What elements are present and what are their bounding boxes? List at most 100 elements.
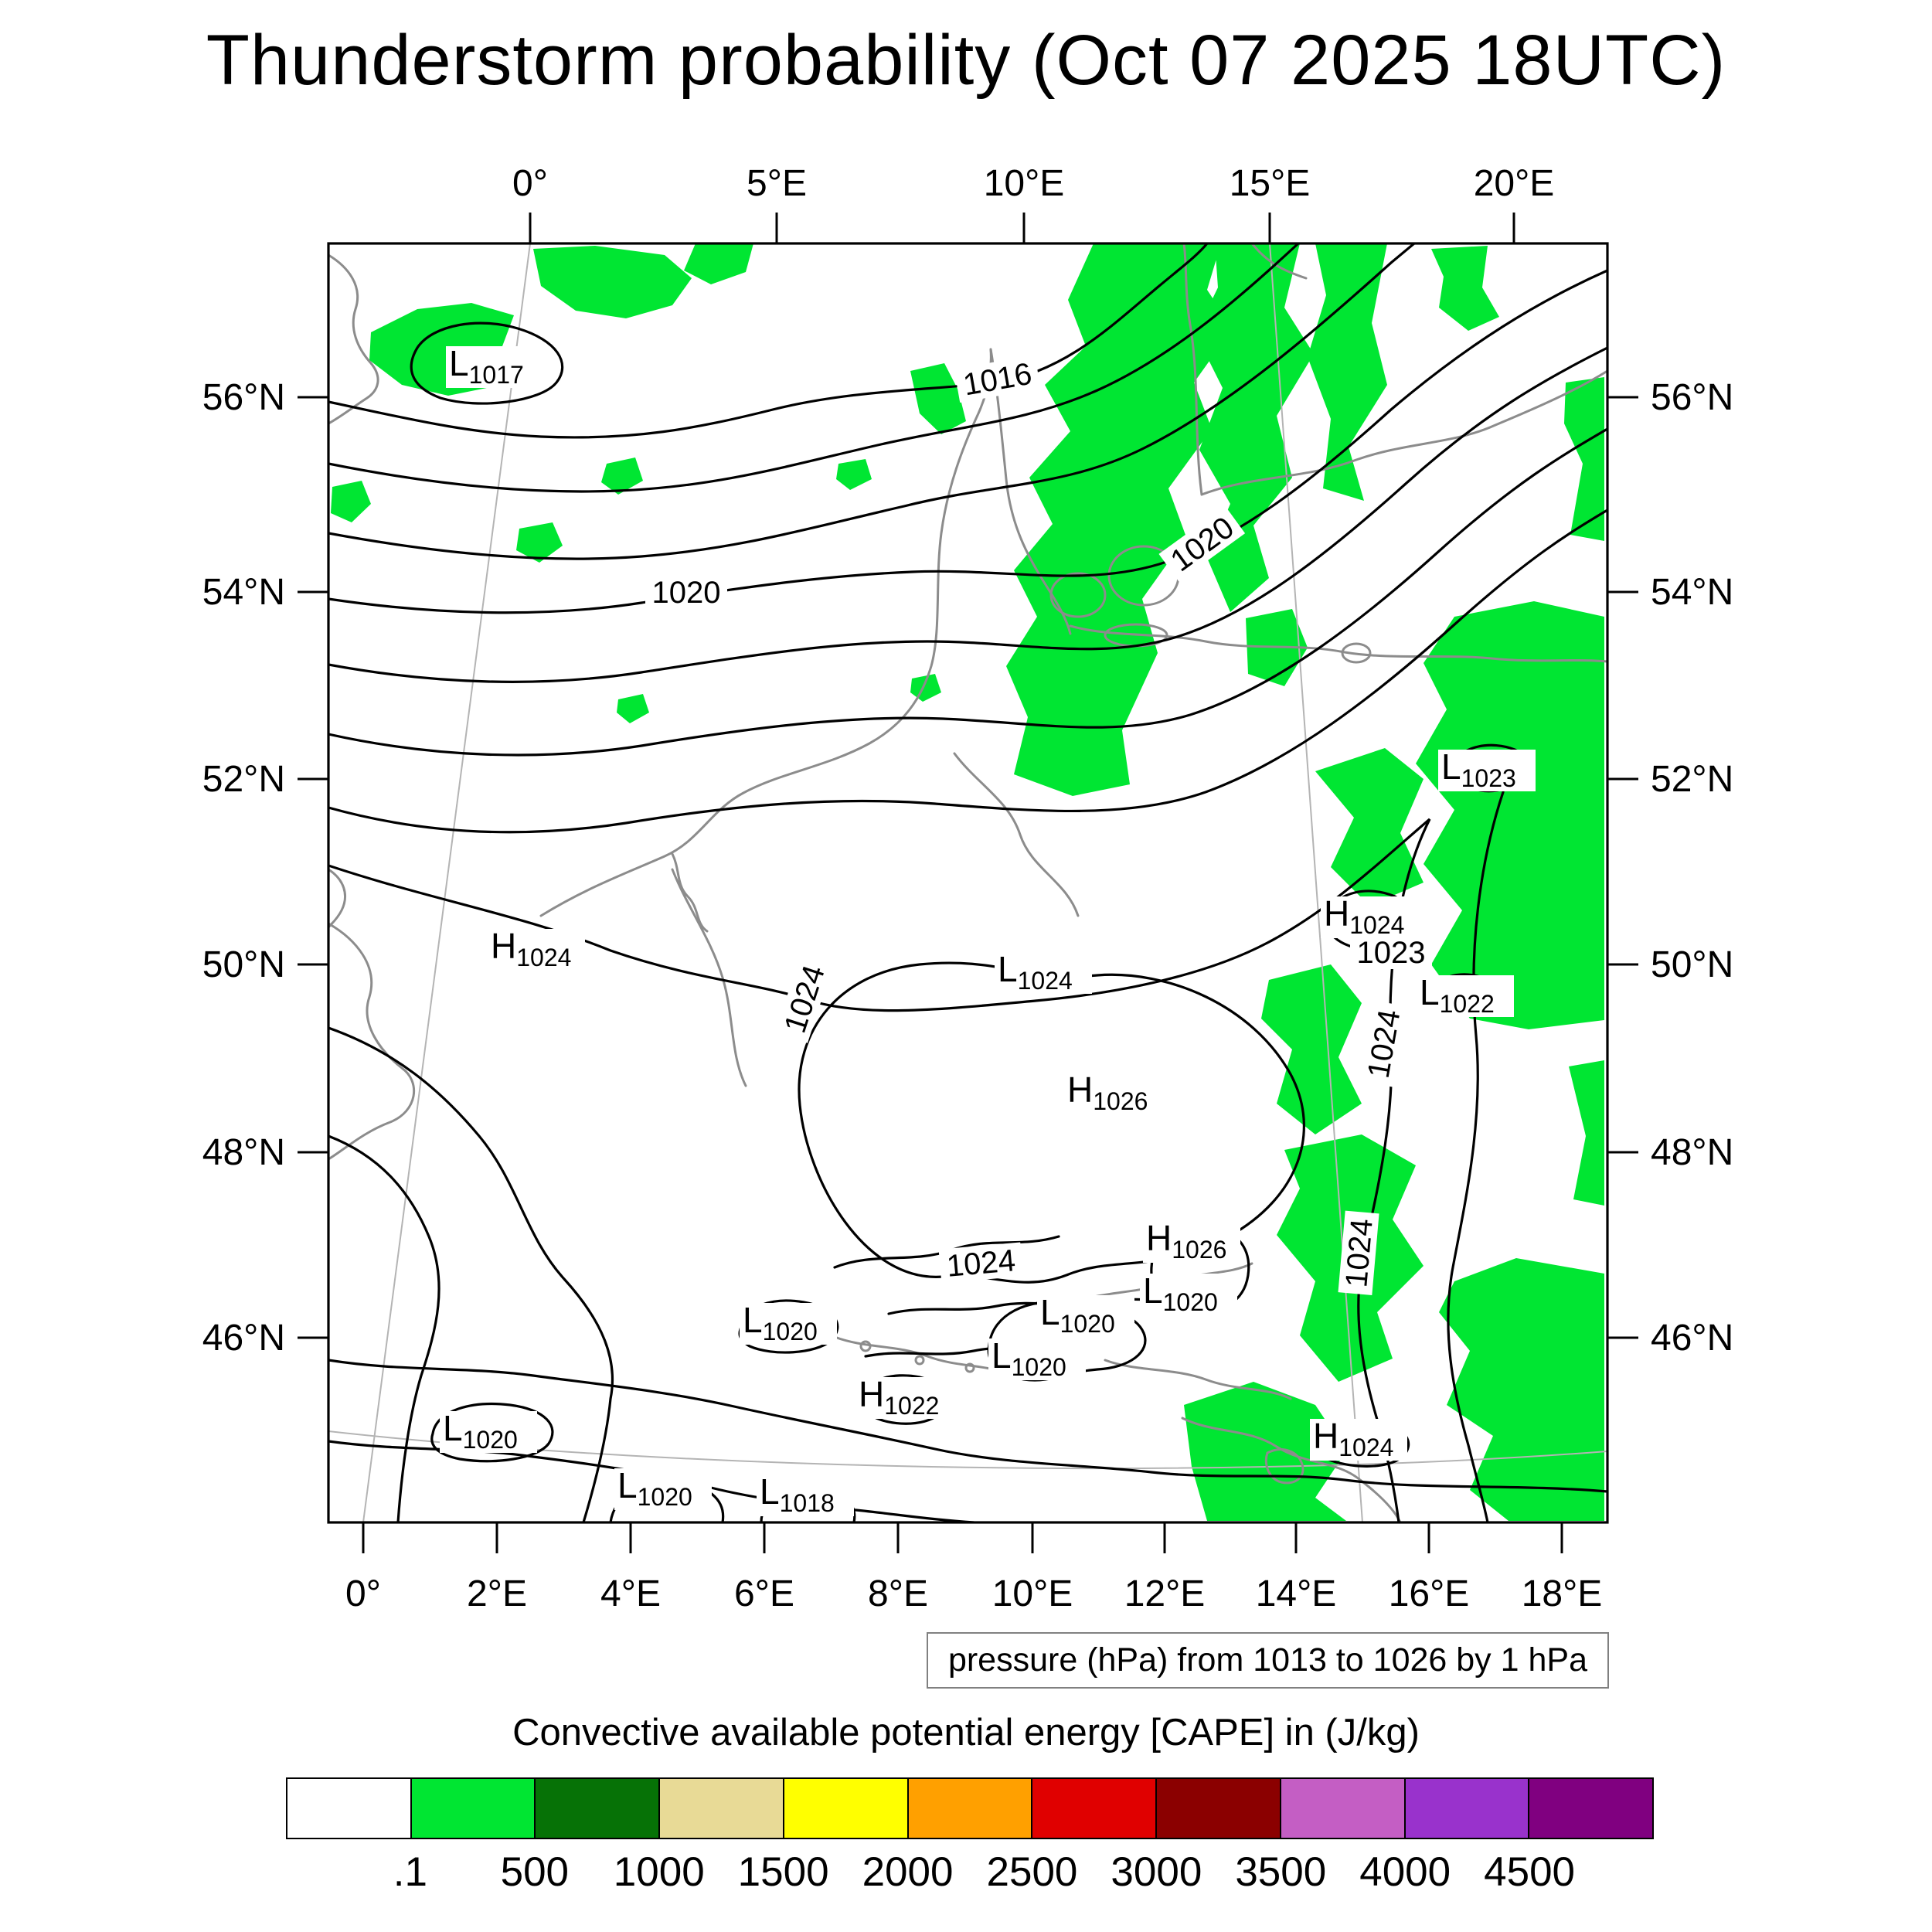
coastline-island (1341, 642, 1372, 664)
center-value: 1020 (463, 1426, 518, 1454)
colorbar-tick-label: 3500 (1235, 1849, 1327, 1895)
pressure-center-label: L1024 (995, 949, 1092, 995)
pressure-center-label: L1020 (988, 1335, 1086, 1381)
pressure-center-label: H1026 (1064, 1070, 1162, 1115)
colorbar-tick-label: 1500 (737, 1849, 829, 1895)
axis-tick-label-right: 56°N (1651, 377, 1733, 418)
center-letter: L1022 (1420, 972, 1495, 1018)
label-mask (1338, 1210, 1379, 1296)
colorbar-tick-label: 2500 (986, 1849, 1078, 1895)
contour-label: 1024 (1338, 1210, 1379, 1296)
label-mask (1438, 750, 1536, 791)
pressure-center-label: L1023 (1438, 747, 1536, 792)
border-path (1104, 1359, 1292, 1400)
colorbar-tick-label: .1 (393, 1849, 428, 1895)
cape-green-patch (910, 674, 941, 702)
center-value: 1017 (469, 361, 524, 389)
cape-green-patch (1569, 1060, 1604, 1206)
pressure-contour (1447, 791, 1505, 1522)
coastline-path (328, 253, 379, 425)
label-mask (1158, 505, 1246, 582)
axis-tick-label-bottom: 6°E (734, 1573, 794, 1614)
axis-tick-label-top: 15°E (1230, 163, 1311, 204)
center-value: 1026 (1093, 1087, 1148, 1115)
coastline-path (671, 852, 709, 933)
colorbar-segment (536, 1779, 661, 1838)
cape-green-patch (617, 694, 649, 723)
label-mask (1143, 1221, 1240, 1263)
label-mask (775, 954, 833, 1043)
pressure-center-label: H1024 (488, 926, 585, 971)
coastline-path (1200, 369, 1607, 496)
cape-legend-title: Convective available potential energy [C… (512, 1712, 1420, 1753)
cape-green-patch (684, 243, 753, 284)
axis-tick-label-bottom: 2°E (467, 1573, 527, 1614)
cape-green-patch (1439, 1258, 1604, 1521)
contour-label-text: 1024 (778, 961, 832, 1037)
pressure-contour (430, 1402, 554, 1463)
colorbar-segment (411, 1779, 536, 1838)
pressure-contour (328, 427, 1607, 757)
axis-tick-label-left: 46°N (202, 1318, 285, 1359)
label-mask (645, 575, 727, 609)
cape-green-patch (1261, 964, 1362, 1134)
label-mask (1140, 1274, 1237, 1315)
colorbar-tick-label: 4000 (1359, 1849, 1451, 1895)
axis-tick-label-bottom: 12°E (1124, 1573, 1206, 1614)
pressure-caption-box: pressure (hPa) from 1013 to 1026 by 1 hP… (926, 1632, 1609, 1689)
label-mask (1417, 975, 1514, 1017)
colorbar-segment (660, 1779, 784, 1838)
cape-green-patch (533, 246, 692, 318)
coastline-path (989, 348, 1072, 635)
center-value: 1020 (638, 1483, 692, 1511)
pressure-caption-text: pressure (hPa) from 1013 to 1026 by 1 hP… (947, 1641, 1587, 1679)
center-value: 1018 (780, 1489, 835, 1517)
label-mask (1064, 1073, 1162, 1114)
pressure-contour (328, 1026, 614, 1522)
contour-label-text: 1024 (945, 1243, 1016, 1284)
axis-tick-label-bottom: 14°E (1256, 1573, 1337, 1614)
coastline-path (1264, 1448, 1304, 1485)
cape-green-patch (516, 522, 563, 563)
pressure-center-label: H1026 (1143, 1218, 1240, 1264)
axis-tick-label-right: 46°N (1651, 1318, 1733, 1359)
contour-label-text: 1020 (652, 576, 721, 610)
cape-green-patch (910, 363, 966, 434)
cape-green-patch (331, 481, 371, 522)
cape-shading-layer (331, 243, 1604, 1521)
colorbar-segment (908, 1779, 1033, 1838)
colorbar-segment (1405, 1779, 1530, 1838)
axis-tick-label-right: 50°N (1651, 944, 1733, 985)
label-mask (757, 1475, 854, 1516)
colorbar-tick-label: 500 (500, 1849, 570, 1895)
contour-label: 1024 (775, 954, 833, 1043)
axis-tick-label-top: 10°E (984, 163, 1065, 204)
cape-green-patch (836, 459, 872, 490)
pressure-center-label: L1020 (1037, 1292, 1134, 1338)
pressure-center-label: L1020 (740, 1300, 837, 1345)
center-value: 1024 (1349, 911, 1404, 939)
colorbar-segment (287, 1779, 412, 1838)
label-mask (1359, 1000, 1407, 1087)
pressure-center-label: L1020 (1140, 1270, 1237, 1316)
axis-tick-label-right: 52°N (1651, 759, 1733, 800)
center-value: 1024 (1338, 1434, 1393, 1461)
lake (859, 1340, 872, 1352)
colorbar-tick-label: 2000 (862, 1849, 954, 1895)
axis-tick-label-left: 56°N (202, 377, 285, 418)
colorbar-segment (1157, 1779, 1281, 1838)
axis-tick-label-top: 0° (512, 163, 548, 204)
center-value: 1020 (1012, 1353, 1066, 1381)
cape-colorbar (286, 1777, 1654, 1839)
label-mask (995, 952, 1092, 994)
pressure-center-label: H1022 (855, 1374, 953, 1420)
lake (914, 1355, 925, 1366)
axis-tick-label-right: 48°N (1651, 1132, 1733, 1173)
axis-tick-label-right: 54°N (1651, 572, 1733, 613)
label-mask (1350, 935, 1432, 969)
center-value: 1024 (1018, 967, 1073, 995)
label-mask (855, 1377, 953, 1419)
pressure-contour (328, 509, 1607, 834)
